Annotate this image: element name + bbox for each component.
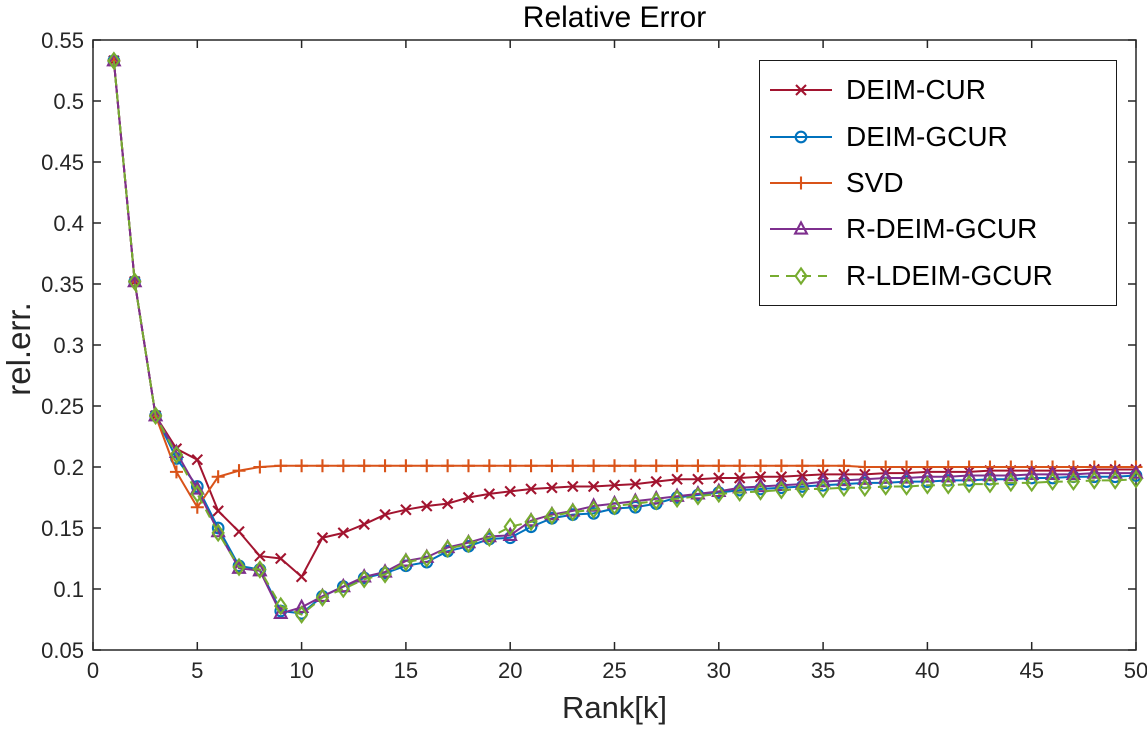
y-tick-label: 0.2 (53, 455, 84, 480)
y-tick-label: 0.25 (41, 394, 84, 419)
y-tick-label: 0.3 (53, 333, 84, 358)
x-tick-label: 50 (1124, 658, 1147, 683)
legend-sample-triangle-icon (770, 220, 832, 236)
x-tick-label: 10 (289, 658, 313, 683)
x-tick-label: 30 (707, 658, 731, 683)
legend-label: DEIM-CUR (846, 74, 986, 106)
x-axis-label: Rank[k] (561, 690, 668, 725)
y-tick-label: 0.4 (53, 211, 84, 236)
legend-sample-circle-icon (770, 130, 832, 143)
legend-label: DEIM-GCUR (846, 120, 1008, 152)
legend-sample-plus-icon (770, 176, 832, 190)
y-tick-label: 0.45 (41, 150, 84, 175)
x-tick-label: 0 (87, 658, 99, 683)
y-tick-label: 0.5 (53, 89, 84, 114)
y-tick-label: 0.1 (53, 577, 84, 602)
legend-item-svd: SVD (768, 163, 1116, 203)
x-tick-label: 35 (811, 658, 835, 683)
x-tick-label: 5 (191, 658, 203, 683)
legend-sample-x-icon (770, 84, 832, 96)
x-tick-label: 40 (915, 658, 939, 683)
x-tick-label: 20 (498, 658, 522, 683)
legend-sample-diamond-icon (770, 266, 832, 286)
x-tick-label: 15 (394, 658, 418, 683)
series-r-ldeim-gcur-markers (107, 51, 1143, 625)
y-tick-label: 0.15 (41, 516, 84, 541)
legend-label: R-LDEIM-GCUR (846, 259, 1053, 291)
legend-label: SVD (846, 166, 904, 198)
y-axis-label: rel.err. (0, 302, 37, 396)
y-tick-label: 0.35 (41, 272, 84, 297)
legend-item-r-ldeim-gcur: R-LDEIM-GCUR (768, 256, 1116, 296)
legend-item-r-deim-gcur: R-DEIM-GCUR (768, 209, 1116, 249)
legend-label: R-DEIM-GCUR (846, 213, 1038, 245)
x-tick-label: 45 (1019, 658, 1043, 683)
legend-item-deim-gcur: DEIM-GCUR (768, 117, 1116, 157)
y-tick-label: 0.05 (41, 638, 84, 663)
legend-item-deim-cur: DEIM-CUR (768, 70, 1116, 110)
y-tick-label: 0.55 (41, 28, 84, 53)
legend-box: DEIM-CUR DEIM-GCUR SVD R-DEIM-GCUR R-LDEIM-G… (759, 60, 1117, 306)
chart-title: Relative Error (522, 1, 707, 34)
x-tick-label: 25 (602, 658, 626, 683)
